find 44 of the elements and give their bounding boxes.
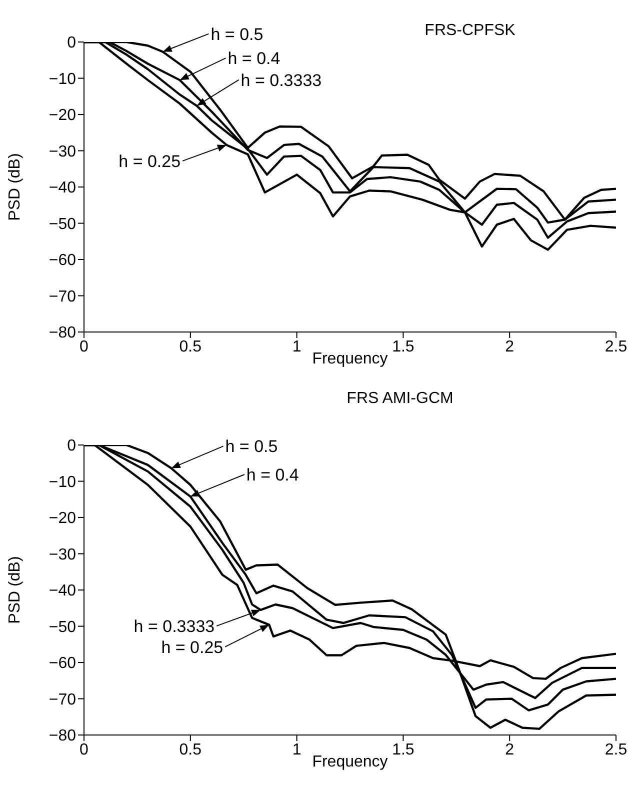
y-tick-label: 0: [67, 34, 76, 52]
x-tick-label: 0: [80, 338, 89, 356]
y-axis-title: PSD (dB): [6, 153, 24, 221]
y-tick-label: −80: [48, 728, 76, 745]
y-tick-label: −60: [48, 655, 76, 672]
x-tick-label: 1.5: [392, 741, 414, 758]
y-tick-label: −70: [48, 288, 76, 306]
y-tick-label: −40: [48, 582, 76, 600]
x-tick-label: 1: [292, 338, 302, 356]
y-tick-label: −80: [48, 324, 76, 342]
y-tick-label: −20: [48, 510, 76, 528]
y-tick-label: −20: [48, 107, 76, 124]
x-tick-label: 2.5: [604, 338, 628, 356]
y-tick-label: −50: [48, 618, 76, 636]
annotation: h = 0.4: [246, 465, 299, 484]
x-tick-label: 0.5: [179, 338, 202, 356]
annotation: h = 0.25: [161, 638, 224, 657]
annotation: h = 0.3333: [134, 616, 215, 636]
annotation: h = 0.5: [210, 24, 264, 44]
x-tick-label: 1.5: [392, 338, 414, 356]
annotation: h = 0.5: [225, 437, 278, 456]
x-tick-label: 0.5: [179, 741, 202, 758]
chart-title: FRS AMI-GCM: [346, 390, 454, 408]
annotation: h = 0.3333: [240, 70, 322, 90]
chart-title: FRS-CPFSK: [424, 22, 516, 40]
y-tick-label: −10: [48, 70, 76, 88]
x-axis-title: Frequency: [312, 753, 388, 770]
y-tick-label: −60: [48, 252, 76, 270]
y-tick-label: −40: [48, 180, 76, 197]
y-tick-label: −30: [48, 546, 76, 564]
annotation: h = 0.25: [118, 152, 181, 171]
x-tick-label: 2: [505, 338, 514, 356]
x-tick-label: 0: [80, 741, 89, 758]
x-tick-label: 2.5: [604, 741, 628, 758]
x-tick-label: 2: [505, 741, 514, 758]
y-tick-label: 0: [67, 438, 76, 455]
x-tick-label: 1: [292, 741, 302, 758]
y-tick-label: −70: [48, 691, 76, 708]
annotation: h = 0.4: [228, 49, 280, 68]
x-axis-title: Frequency: [312, 350, 388, 368]
y-tick-label: −50: [48, 216, 76, 233]
y-tick-label: −30: [48, 143, 76, 160]
y-tick-label: −10: [48, 474, 76, 491]
y-axis-title: PSD (dB): [6, 556, 24, 624]
